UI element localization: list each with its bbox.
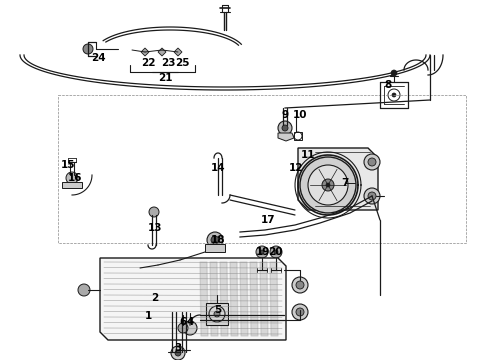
Text: 25: 25 [175,58,189,68]
Circle shape [214,311,220,317]
Text: 17: 17 [261,215,275,225]
Text: 5: 5 [215,305,221,315]
Text: 1: 1 [145,311,151,321]
Polygon shape [210,262,218,336]
Circle shape [171,346,185,360]
Text: 3: 3 [174,343,182,353]
Text: 6: 6 [179,317,187,327]
Polygon shape [230,262,238,336]
Circle shape [296,281,304,289]
Text: 4: 4 [186,317,194,327]
Circle shape [322,179,334,191]
Text: 9: 9 [281,110,289,120]
Circle shape [368,192,376,200]
Text: 21: 21 [158,73,172,83]
Text: 22: 22 [141,58,155,68]
Circle shape [391,70,397,76]
Polygon shape [278,133,294,141]
Text: 11: 11 [301,150,315,160]
Text: 13: 13 [148,223,162,233]
Circle shape [300,157,356,213]
Polygon shape [205,244,225,252]
Circle shape [83,44,93,54]
Polygon shape [206,303,228,325]
Text: 14: 14 [211,163,225,173]
Polygon shape [220,262,228,336]
Polygon shape [270,262,278,336]
Text: 23: 23 [161,58,175,68]
Polygon shape [141,48,149,56]
Text: 10: 10 [293,110,307,120]
Polygon shape [174,48,182,56]
Circle shape [260,250,264,254]
Circle shape [368,158,376,166]
Polygon shape [250,262,258,336]
Circle shape [178,323,188,333]
Polygon shape [298,148,378,210]
Polygon shape [158,48,166,56]
Text: 7: 7 [342,178,349,188]
Circle shape [274,250,278,254]
Text: 15: 15 [61,160,75,170]
Polygon shape [200,262,208,336]
Circle shape [270,246,282,258]
Circle shape [78,284,90,296]
Circle shape [256,246,268,258]
Text: 18: 18 [211,235,225,245]
Circle shape [278,121,292,135]
Circle shape [175,350,181,356]
Circle shape [364,188,380,204]
Circle shape [296,308,304,316]
Circle shape [292,277,308,293]
Circle shape [308,165,348,205]
Polygon shape [260,262,268,336]
Text: 19: 19 [256,247,270,257]
Circle shape [392,93,396,97]
Text: 12: 12 [289,163,303,173]
Polygon shape [62,182,82,188]
Circle shape [292,304,308,320]
Text: 24: 24 [91,53,105,63]
Polygon shape [240,262,248,336]
Circle shape [364,154,380,170]
Text: 2: 2 [151,293,159,303]
Circle shape [183,321,197,335]
Polygon shape [100,258,286,340]
Text: 20: 20 [268,247,282,257]
Text: 16: 16 [68,173,82,183]
Text: 8: 8 [384,80,392,90]
Circle shape [207,232,223,248]
Circle shape [66,172,78,184]
Circle shape [149,207,159,217]
Circle shape [326,183,330,187]
Circle shape [282,125,288,131]
Circle shape [211,236,219,244]
